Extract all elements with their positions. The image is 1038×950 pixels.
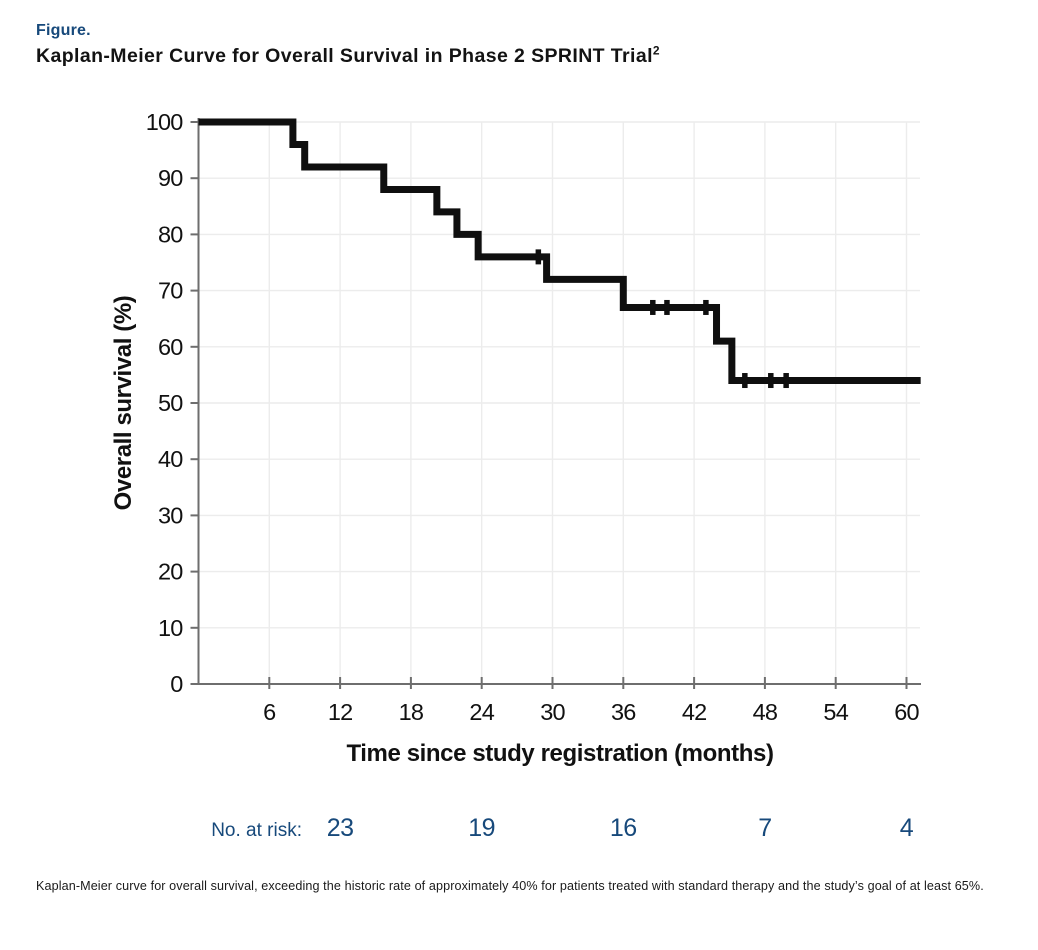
x-tick-label: 54 <box>823 699 848 725</box>
figure-title-reference: 2 <box>652 43 660 58</box>
x-tick-label: 30 <box>540 699 565 725</box>
x-tick-label: 60 <box>894 699 919 725</box>
x-axis-label: Time since study registration (months) <box>346 740 774 767</box>
y-tick-label: 70 <box>158 278 183 304</box>
x-tick-label: 12 <box>328 699 353 725</box>
figure-title: Kaplan-Meier Curve for Overall Survival … <box>36 45 660 68</box>
x-tick-label: 42 <box>682 699 707 725</box>
x-tick-label: 18 <box>399 699 424 725</box>
x-tick-label: 6 <box>263 699 276 725</box>
y-tick-label: 100 <box>146 109 184 135</box>
at-risk-count: 23 <box>326 814 354 842</box>
x-tick-label: 24 <box>469 699 494 725</box>
at-risk-count: 4 <box>899 814 914 842</box>
figure-title-text: Kaplan-Meier Curve for Overall Survival … <box>36 45 653 67</box>
km-survival-curve <box>198 118 921 385</box>
figure-label: Figure. <box>36 22 91 39</box>
x-tick-label: 36 <box>611 699 636 725</box>
y-tick-label: 40 <box>158 446 183 472</box>
y-tick-label: 20 <box>158 559 183 585</box>
x-tick-label: 48 <box>753 699 778 725</box>
at-risk-count: 16 <box>609 814 637 842</box>
y-tick-label: 10 <box>158 615 183 641</box>
at-risk-count: 19 <box>468 814 496 842</box>
y-axis-label: Overall survival (%) <box>110 295 137 511</box>
y-tick-label: 0 <box>170 671 183 697</box>
y-tick-label: 50 <box>158 390 183 416</box>
at-risk-label: No. at risk: <box>211 820 302 841</box>
y-tick-label: 30 <box>158 502 183 528</box>
y-tick-label: 60 <box>158 334 183 360</box>
at-risk-count: 7 <box>758 814 772 842</box>
y-tick-label: 90 <box>158 165 183 191</box>
at-risk-row: No. at risk: 23 19 16 7 4 <box>0 814 1038 848</box>
y-tick-label: 80 <box>158 221 183 247</box>
figure-caption: Kaplan-Meier curve for overall survival,… <box>36 879 984 893</box>
